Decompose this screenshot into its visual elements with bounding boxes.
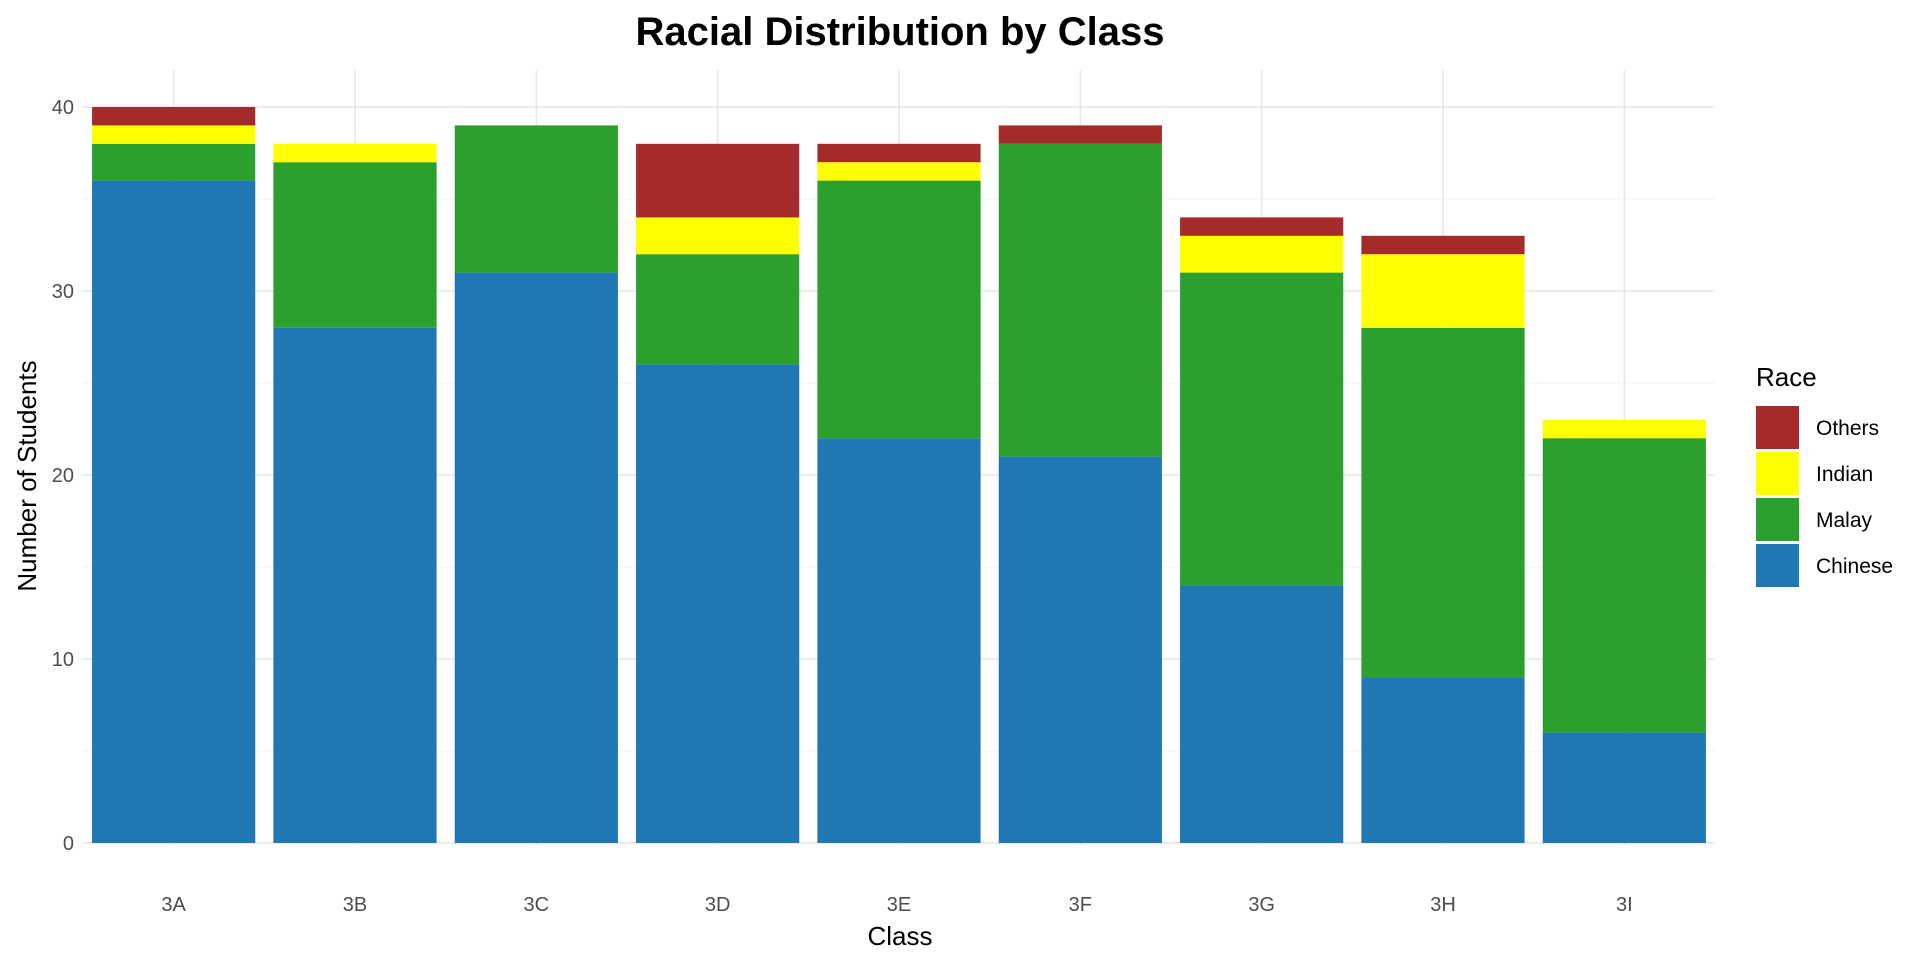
y-axis-title: Number of Students [12, 360, 42, 591]
legend-items: Others Indian Malay Chinese [1756, 406, 1893, 587]
y-tick-label: 0 [63, 833, 74, 855]
bar-3a-others [92, 107, 256, 126]
legend-key-chinese [1756, 544, 1799, 587]
bar-3a-malay [92, 143, 256, 181]
bar-3a-indian [92, 125, 256, 144]
bar-3d-indian [636, 217, 800, 255]
bar-3e-indian [817, 162, 981, 181]
legend-label-malay: Malay [1816, 509, 1873, 532]
bar-3h-others [1361, 235, 1525, 255]
bar-3d-chinese [636, 364, 800, 843]
y-tick-label: 40 [52, 97, 74, 119]
bar-3b-chinese [273, 327, 437, 843]
legend-label-indian: Indian [1816, 463, 1873, 486]
legend-key-malay [1756, 498, 1799, 541]
x-tick-label: 3I [1616, 894, 1633, 916]
bar-3b-indian [273, 143, 437, 163]
legend: Race Others Indian Malay Chinese [1756, 362, 1893, 587]
bar-3a-chinese [92, 180, 256, 844]
y-tick-label: 20 [52, 465, 74, 487]
bar-3g-indian [1180, 235, 1344, 273]
bar-3e-others [817, 143, 981, 163]
bar-3e-chinese [817, 438, 981, 843]
legend-title: Race [1756, 362, 1817, 392]
x-axis-ticks: 3A 3B 3C 3D 3E 3F 3G 3H 3I [161, 894, 1632, 916]
chart-title: Racial Distribution by Class [635, 10, 1164, 54]
x-axis-title: Class [867, 921, 932, 951]
bar-3e-malay [817, 180, 981, 439]
x-tick-label: 3H [1430, 894, 1456, 916]
x-tick-label: 3F [1069, 894, 1092, 916]
x-tick-label: 3E [887, 894, 911, 916]
bar-3f-others [998, 125, 1162, 144]
legend-key-indian [1756, 452, 1799, 495]
bar-3g-malay [1180, 272, 1344, 586]
bar-3g-chinese [1180, 585, 1344, 843]
bar-3d-malay [636, 254, 800, 365]
bar-3h-chinese [1361, 677, 1525, 843]
y-axis-ticks: 0 10 20 30 40 [52, 97, 74, 855]
bar-3c-malay [454, 125, 618, 273]
bar-3i-chinese [1542, 732, 1706, 843]
x-tick-label: 3D [705, 894, 731, 916]
legend-label-chinese: Chinese [1816, 555, 1893, 578]
legend-key-others [1756, 406, 1799, 449]
x-tick-label: 3A [161, 894, 186, 916]
bar-3i-indian [1542, 419, 1706, 439]
x-tick-label: 3B [343, 894, 367, 916]
bars [92, 107, 1706, 844]
bar-3f-chinese [998, 456, 1162, 843]
bar-3f-malay [998, 143, 1162, 457]
bar-3g-others [1180, 217, 1344, 236]
y-tick-label: 10 [52, 649, 74, 671]
y-tick-label: 30 [52, 281, 74, 303]
bar-3c-chinese [454, 272, 618, 844]
bar-3d-others [636, 143, 800, 218]
x-tick-label: 3G [1248, 894, 1275, 916]
legend-label-others: Others [1816, 417, 1879, 440]
bar-3b-malay [273, 162, 437, 328]
x-tick-label: 3C [524, 894, 550, 916]
bar-3i-malay [1542, 438, 1706, 733]
bar-3h-malay [1361, 327, 1525, 678]
bar-3h-indian [1361, 254, 1525, 328]
